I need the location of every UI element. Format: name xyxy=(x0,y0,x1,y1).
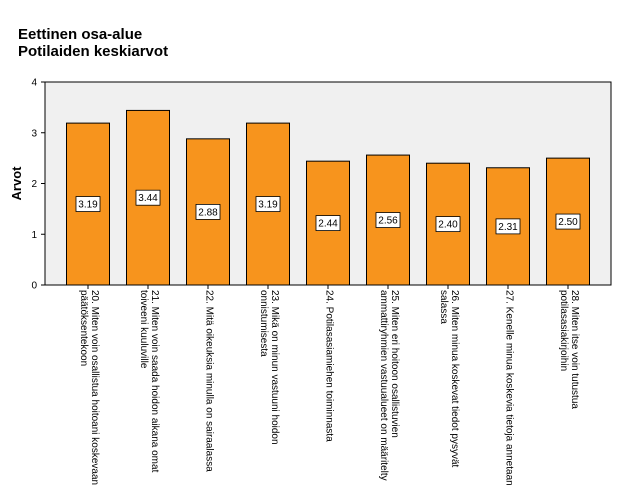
x-tick-label-line: 27. Kenelle minua koskevia tietoja annet… xyxy=(504,290,515,486)
data-label-box xyxy=(555,213,581,230)
y-axis-label: Arvot xyxy=(9,166,24,201)
x-tick-labels: 20. Miten voin osallistua hoitoani koske… xyxy=(78,290,580,486)
data-label: 2.88 xyxy=(198,207,218,218)
axes: 0 1 2 3 4 xyxy=(31,78,45,292)
data-label-box xyxy=(255,196,281,212)
x-tick-label-line: 20. Miten voin osallistua hoitoani koske… xyxy=(89,290,100,485)
x-tick-label: 26. Miten minua koskevat tiedot pysyväts… xyxy=(438,290,460,468)
x-tick-label-line: 22. Mitä oikeuksia minulla on sairaalass… xyxy=(204,290,215,472)
x-tick-label-line: 26. Miten minua koskevat tiedot pysyvät xyxy=(449,290,460,468)
x-tick-label-line: potilasasiakirjoihin xyxy=(558,290,569,371)
x-tick-label-line: 25. Miten eri hoitoon osallistuvien xyxy=(389,290,400,438)
chart-subtitle: Potilaiden keskiarvot xyxy=(18,43,169,60)
data-label-box xyxy=(315,215,341,231)
chart-title: Eettinen osa-alue xyxy=(18,26,143,43)
data-label-box xyxy=(135,189,161,206)
y-tick-label: 4 xyxy=(31,78,37,89)
data-label-box xyxy=(495,218,521,235)
data-label-box xyxy=(435,216,461,233)
chart-title-block: Eettinen osa-alue Potilaiden keskiarvot xyxy=(18,26,168,60)
x-tick-label-line: 28. Miten itse voin tutustua xyxy=(569,290,580,409)
data-label: 2.40 xyxy=(438,220,458,231)
x-tick-label-line: toiveeni kuuluville xyxy=(138,290,149,369)
data-label-box xyxy=(75,196,101,212)
data-label-box xyxy=(195,204,221,220)
x-tick-label: 20. Miten voin osallistua hoitoani koske… xyxy=(78,290,100,485)
x-tick-label-line: 24. Potilasasiamiehen toiminnasta xyxy=(324,290,335,442)
data-label: 3.19 xyxy=(258,200,278,211)
data-label: 2.31 xyxy=(498,222,518,233)
y-tick-label: 0 xyxy=(31,281,37,292)
x-tick-label: 28. Miten itse voin tutustuapotilasasiak… xyxy=(558,290,580,409)
data-label: 3.19 xyxy=(78,200,98,211)
data-label: 2.44 xyxy=(318,219,338,230)
data-label: 2.56 xyxy=(378,216,398,227)
data-label: 2.50 xyxy=(558,217,578,228)
x-tick-label: 23. Mikä on minun vastuuni hoidononnistu… xyxy=(258,290,280,445)
x-tick-label-line: ammattiryhmien vastuualueet on määritelt… xyxy=(378,290,389,481)
x-tick-label-line: päätöksentekoon xyxy=(78,290,89,366)
x-tick-label: 24. Potilasasiamiehen toiminnasta xyxy=(324,290,335,442)
y-tick-label: 1 xyxy=(31,230,37,241)
y-tick-label: 2 xyxy=(31,179,37,190)
y-tick-label: 3 xyxy=(31,128,37,139)
bar xyxy=(306,160,350,286)
x-tick-label: 25. Miten eri hoitoon osallistuvienammat… xyxy=(378,290,400,481)
x-tick-label: 22. Mitä oikeuksia minulla on sairaalass… xyxy=(204,290,215,472)
bars: 3.19 3.44 2.88 3.19 2.44 2.56 2.40 2.31 2.50 xyxy=(66,109,590,289)
data-label-box xyxy=(375,212,401,228)
x-tick-label-line: salassa xyxy=(438,290,449,324)
data-label: 3.44 xyxy=(138,193,158,204)
x-tick-label-line: onnistumisesta xyxy=(258,290,269,357)
x-tick-label: 27. Kenelle minua koskevia tietoja annet… xyxy=(504,290,515,486)
x-tick-label: 21. Miten voin saada hoidon aikana omatt… xyxy=(138,290,160,473)
x-tick-label-line: 21. Miten voin saada hoidon aikana omat xyxy=(149,290,160,473)
x-tick-label-line: 23. Mikä on minun vastuuni hoidon xyxy=(269,290,280,445)
